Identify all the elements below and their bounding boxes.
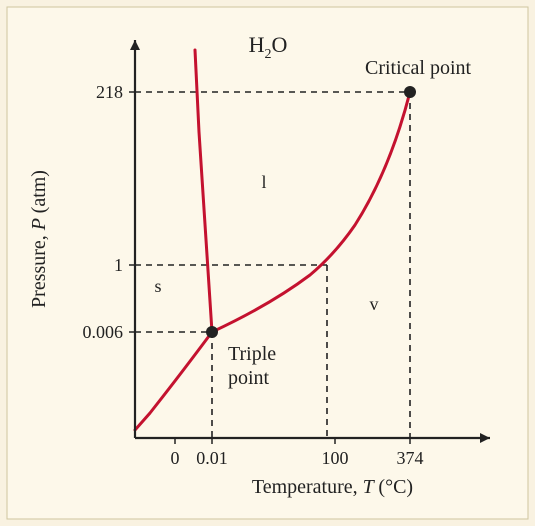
y-tick-label: 1 [114, 255, 123, 275]
region-liquid-label: l [261, 172, 266, 192]
triple-point-label: Triple [228, 343, 276, 365]
x-tick-label: 0.01 [196, 448, 228, 468]
y-tick-label: 0.006 [83, 322, 124, 342]
critical-point [404, 86, 416, 98]
critical-point-label: Critical point [365, 57, 472, 79]
x-tick-label: 100 [322, 448, 349, 468]
region-solid-label: s [154, 276, 161, 296]
triple-point [206, 326, 218, 338]
y-tick-label: 218 [96, 82, 123, 102]
triple-point-label2: point [228, 367, 270, 389]
y-axis-title: Pressure, P (atm) [28, 170, 50, 308]
region-vapor-label: v [370, 294, 379, 314]
x-tick-label: 0 [171, 448, 180, 468]
phase-diagram: 0 0.01 100 374 0.006 1 218 Temperature, T (°C) P… [0, 0, 535, 526]
x-tick-label: 374 [397, 448, 424, 468]
x-axis-title: Temperature, T (°C) [252, 476, 413, 498]
